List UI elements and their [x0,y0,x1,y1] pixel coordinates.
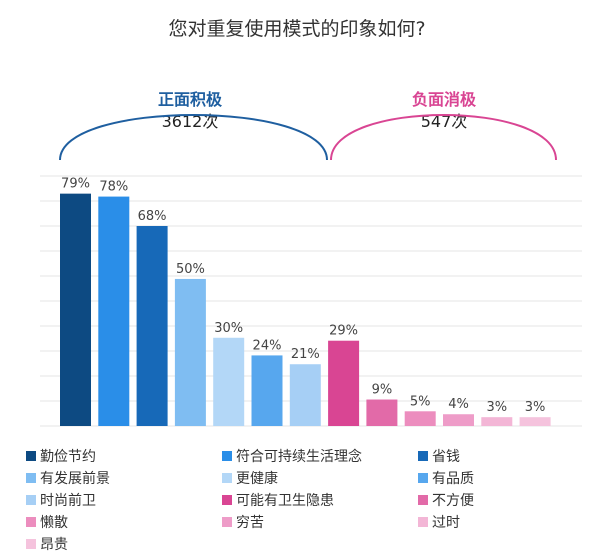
legend-swatch [26,539,36,549]
legend-item: 有品质 [418,468,578,488]
legend-item: 懒散 [26,512,222,532]
legend-swatch [418,451,428,461]
bar-value-label: 3% [486,400,507,415]
legend-item: 符合可持续生活理念 [222,446,418,466]
legend-item: 省钱 [418,446,578,466]
bar-value-label: 50% [176,262,205,277]
bar-chart: 79% 78% 68% 50% 30% 24% 21% 29% 9% 5% 4% 3% 3% [40,114,582,427]
bar-value-label: 79% [61,177,90,192]
bar [366,399,398,426]
legend-item: 可能有卫生隐患 [222,490,418,510]
legend-label: 不方便 [432,493,474,509]
bar-value-label: 78% [99,180,128,195]
bar [213,337,245,426]
legend-label: 时尚前卫 [40,493,96,509]
bar-value-label: 24% [253,338,282,353]
bar [404,411,436,426]
legend-item: 有发展前景 [26,468,222,488]
legend-item: 更健康 [222,468,418,488]
legend-label: 懒散 [40,515,68,531]
bar-value-label: 68% [138,209,167,224]
bar [328,340,360,426]
legend-swatch [26,451,36,461]
legend-item: 时尚前卫 [26,490,222,510]
legend-swatch [26,495,36,505]
legend-label: 有发展前景 [40,471,110,487]
legend-label: 昂贵 [40,537,68,553]
negative-group-brace [330,114,557,161]
legend-label: 勤俭节约 [40,449,96,465]
chart-legend: 勤俭节约 符合可持续生活理念 省钱有发展前景 更健康 有品质时尚前卫 可能有卫生隐患 不方便… [26,446,586,554]
legend-label: 符合可持续生活理念 [236,449,362,465]
legend-swatch [418,495,428,505]
legend-swatch [222,473,232,483]
bar-value-label: 4% [448,397,469,412]
bar [481,417,513,426]
legend-swatch [418,517,428,527]
legend-item: 穷苦 [222,512,418,532]
positive-group-label: 正面积极 [157,90,222,109]
bar-value-label: 30% [214,321,243,336]
legend-swatch [26,473,36,483]
bar [60,193,91,426]
bar-value-label: 5% [410,394,431,409]
legend-item: 过时 [418,512,578,532]
positive-group-brace [59,114,328,161]
legend-label: 更健康 [236,471,278,487]
legend-swatch [26,517,36,527]
bar [443,414,474,426]
bar [98,196,130,426]
legend-swatch [418,473,428,483]
legend-label: 穷苦 [236,515,264,531]
bar [251,355,283,426]
legend-label: 过时 [432,515,460,531]
legend-swatch [222,451,232,461]
bar [519,417,551,426]
legend-swatch [222,495,232,505]
bar [136,226,168,426]
legend-label: 有品质 [432,471,474,487]
chart-title: 您对重复使用模式的印象如何? [168,18,426,40]
legend-item: 勤俭节约 [26,446,222,466]
negative-group-label: 负面消极 [411,90,476,109]
bar-value-label: 29% [329,324,358,339]
legend-item: 不方便 [418,490,578,510]
bar-value-label: 9% [372,383,393,398]
bar [174,278,206,426]
legend-swatch [222,517,232,527]
bar [289,364,321,426]
bar-value-label: 21% [291,347,320,362]
bar-value-label: 3% [525,400,546,415]
negative-group-count: 547次 [420,112,468,131]
legend-label: 可能有卫生隐患 [236,493,334,509]
legend-item: 昂贵 [26,534,222,554]
positive-group-count: 3612次 [161,112,219,131]
legend-label: 省钱 [432,449,460,465]
